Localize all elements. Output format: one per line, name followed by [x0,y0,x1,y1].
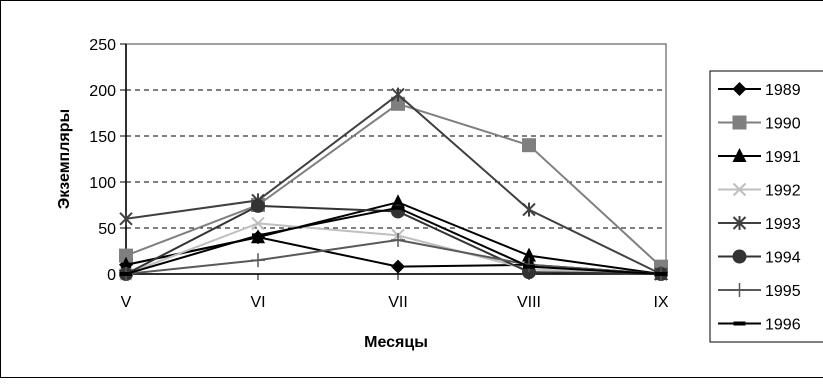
data-point [391,96,405,111]
y-axis-title: Экземпляры [56,109,73,209]
data-point [251,216,265,231]
series-1994 [119,198,668,281]
data-point [392,205,404,210]
y-tick-label: 100 [89,175,116,192]
data-point [522,202,536,217]
legend-item: 1993 [718,216,801,233]
legend-marker [732,82,747,96]
data-point [655,272,667,276]
data-point [522,265,536,280]
x-tick-label: IX [653,294,668,311]
legend: 1989 1990 1991 1992 1993 1994 1995 1996 [709,70,823,343]
data-point [391,194,405,209]
data-point [251,198,265,213]
legend-item: 1991 [718,148,801,166]
data-point [522,247,536,262]
legend-marker [732,115,747,130]
x-tick-label: VIII [517,294,541,311]
series-1996 [120,205,667,276]
x-tick-label: VII [388,294,408,311]
data-point [391,259,405,274]
data-point [119,211,133,226]
legend-marker [732,148,747,162]
legend-label: 1993 [765,216,801,233]
legend-marker [732,216,747,230]
legend-item: 1989 [718,82,801,99]
legend-label: 1995 [765,283,801,300]
legend-label: 1991 [765,149,801,166]
legend-label: 1992 [765,183,801,200]
data-point [251,253,265,268]
legend-marker [732,249,747,264]
legend-item: 1992 [718,183,801,200]
legend-label: 1994 [765,250,801,267]
y-tick-label: 250 [89,37,116,54]
x-tick-label: VI [250,294,265,311]
y-axis-ticks: 0 50 100 150 200 250 [89,37,666,284]
legend-item: 1995 [718,283,801,300]
data-point [120,272,132,276]
data-point [391,87,405,102]
y-tick-label: 200 [89,83,116,100]
y-tick-label: 0 [107,267,116,284]
y-tick-label: 50 [98,221,116,238]
legend-marker [732,283,747,297]
series-lines [119,87,668,281]
legend-marker [732,182,747,197]
data-point [391,232,405,247]
x-axis-title: Месяцы [364,334,428,351]
legend-marker [733,321,746,326]
data-point [523,264,535,269]
data-point [119,256,133,271]
data-point [522,138,536,153]
legend-label: 1990 [765,116,801,133]
data-point [119,248,133,263]
legend-label: 1996 [765,317,801,334]
legend-item: 1990 [718,115,801,133]
x-axis-ticks: V VI VII VIII IX [121,274,669,311]
x-tick-label: V [121,294,132,311]
legend-item: 1996 [718,317,801,334]
series-1990 [119,96,668,274]
legend-item: 1994 [718,249,801,267]
legend-label: 1989 [765,82,801,99]
data-point [252,233,264,238]
y-tick-label: 150 [89,129,116,146]
